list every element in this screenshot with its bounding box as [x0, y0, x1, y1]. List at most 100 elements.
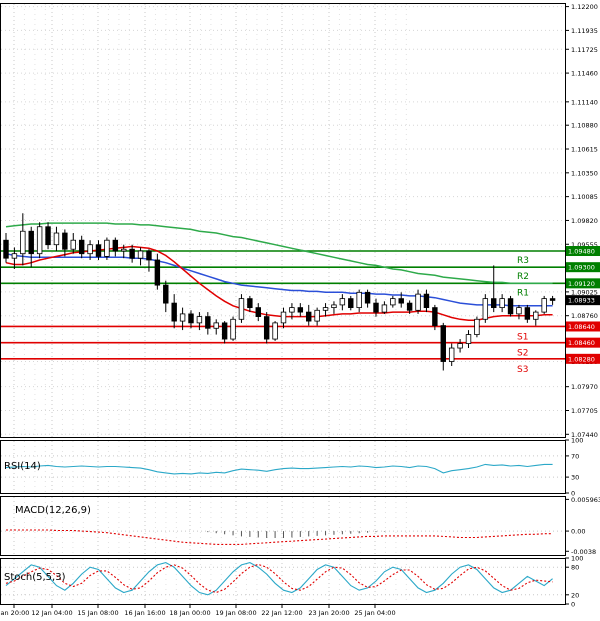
x-tick-label: 23 Jan 20:00	[308, 609, 349, 617]
candle-body	[448, 347, 455, 362]
candle	[373, 298, 379, 317]
y-tick-label: 1.11460	[571, 70, 598, 78]
candle	[381, 301, 388, 314]
candle	[280, 307, 287, 329]
candle	[507, 295, 514, 317]
candle	[196, 312, 203, 331]
candle-body	[255, 307, 261, 317]
candle	[247, 295, 253, 313]
price-panel: R3 R2 R1 S1 S2 S3	[1, 213, 565, 375]
candle-body	[36, 226, 43, 255]
candle-body	[432, 307, 438, 326]
candle	[188, 310, 194, 329]
candle	[213, 319, 219, 335]
candle-body	[348, 298, 354, 309]
x-tick-label: 25 Jan 04:00	[354, 609, 395, 617]
candle-body	[104, 239, 110, 257]
candle-body	[62, 232, 68, 250]
candle	[499, 294, 505, 313]
candle	[179, 307, 186, 331]
y-tick-label: 1.10085	[571, 193, 598, 201]
y-tick-label: 1.07705	[571, 407, 598, 415]
level-name-s2: S2	[517, 349, 528, 359]
candle	[121, 244, 127, 259]
candle-body	[440, 325, 446, 362]
y-tick-label: 1.09820	[571, 217, 598, 225]
candle-body	[263, 316, 270, 340]
level-tag-label: 1.09480	[568, 248, 595, 256]
candle-body	[28, 230, 34, 255]
candle-body	[87, 244, 93, 255]
macd-title: MACD(12,26,9)	[15, 505, 91, 516]
y-tick-label: 100	[571, 555, 583, 563]
y-tick-label: 1.08760	[571, 312, 598, 320]
candle	[541, 295, 547, 314]
candle	[322, 303, 329, 317]
candle-body	[381, 304, 388, 313]
candle	[457, 339, 463, 353]
candle	[516, 304, 522, 320]
candle-body	[95, 244, 102, 257]
y-tick-label: 1.09025	[571, 288, 598, 296]
candle-body	[129, 248, 135, 259]
candle-body	[3, 239, 9, 259]
level-tag-label: 1.08640	[568, 323, 595, 331]
candle-body	[465, 334, 472, 344]
level-tag-label: 1.08280	[568, 355, 595, 363]
candle-body	[247, 298, 253, 309]
candle	[491, 265, 497, 313]
y-tick-label: 0.00	[571, 528, 585, 536]
candle-body	[230, 318, 236, 340]
y-tick-label: -0.0038	[571, 548, 596, 556]
candle-body	[474, 318, 480, 335]
candle	[533, 310, 539, 326]
candle	[390, 295, 396, 308]
candle-body	[406, 302, 413, 311]
candle-body	[331, 304, 337, 309]
rsi-panel: RSI(14)	[1, 455, 565, 478]
candle-body	[45, 226, 51, 246]
y-tick-label: 70	[571, 452, 579, 460]
candle	[163, 280, 169, 313]
candle-body	[373, 302, 379, 313]
ma-mid-line	[5, 252, 553, 307]
current-price-label: 1.08933	[568, 297, 595, 305]
candle	[289, 303, 295, 320]
candle	[146, 249, 152, 272]
x-tick-label: 18 Jan 00:00	[169, 609, 210, 617]
candle-body	[154, 259, 161, 286]
y-tick-label: 1.12200	[571, 3, 598, 11]
candle-body	[314, 309, 320, 322]
candle-body	[549, 298, 556, 301]
candle	[314, 307, 320, 326]
candle-body	[516, 307, 522, 315]
candle-body	[541, 298, 547, 313]
level-name-r3: R3	[517, 256, 529, 266]
candle-body	[297, 307, 304, 313]
stoch-title: Stoch(5,5,3)	[4, 572, 66, 583]
candle	[297, 303, 304, 317]
candle	[432, 304, 438, 331]
candle	[415, 289, 421, 314]
candle	[306, 304, 312, 326]
candle	[465, 330, 472, 349]
candle	[36, 222, 43, 259]
panel-frame-rsi	[0, 440, 566, 494]
candle	[524, 304, 531, 323]
panel-frame-stoch	[0, 558, 566, 605]
candle	[474, 316, 480, 338]
y-tick-label: 1.10880	[571, 122, 598, 130]
candle	[53, 226, 60, 251]
candle	[154, 253, 161, 290]
candle	[112, 237, 119, 257]
y-tick-label: 1.11935	[571, 27, 598, 35]
candle	[263, 312, 270, 344]
ma-slow-line	[5, 222, 553, 285]
candle	[87, 240, 93, 260]
candle	[398, 292, 404, 308]
axis-labels: Jan 20:00 12 Jan 04:00 15 Jan 08:00 16 Jan …	[0, 3, 600, 617]
candle-body	[171, 302, 177, 322]
y-tick-label: 20	[571, 591, 579, 599]
rsi-title: RSI(14)	[4, 461, 41, 472]
level-name-s3: S3	[517, 365, 528, 375]
